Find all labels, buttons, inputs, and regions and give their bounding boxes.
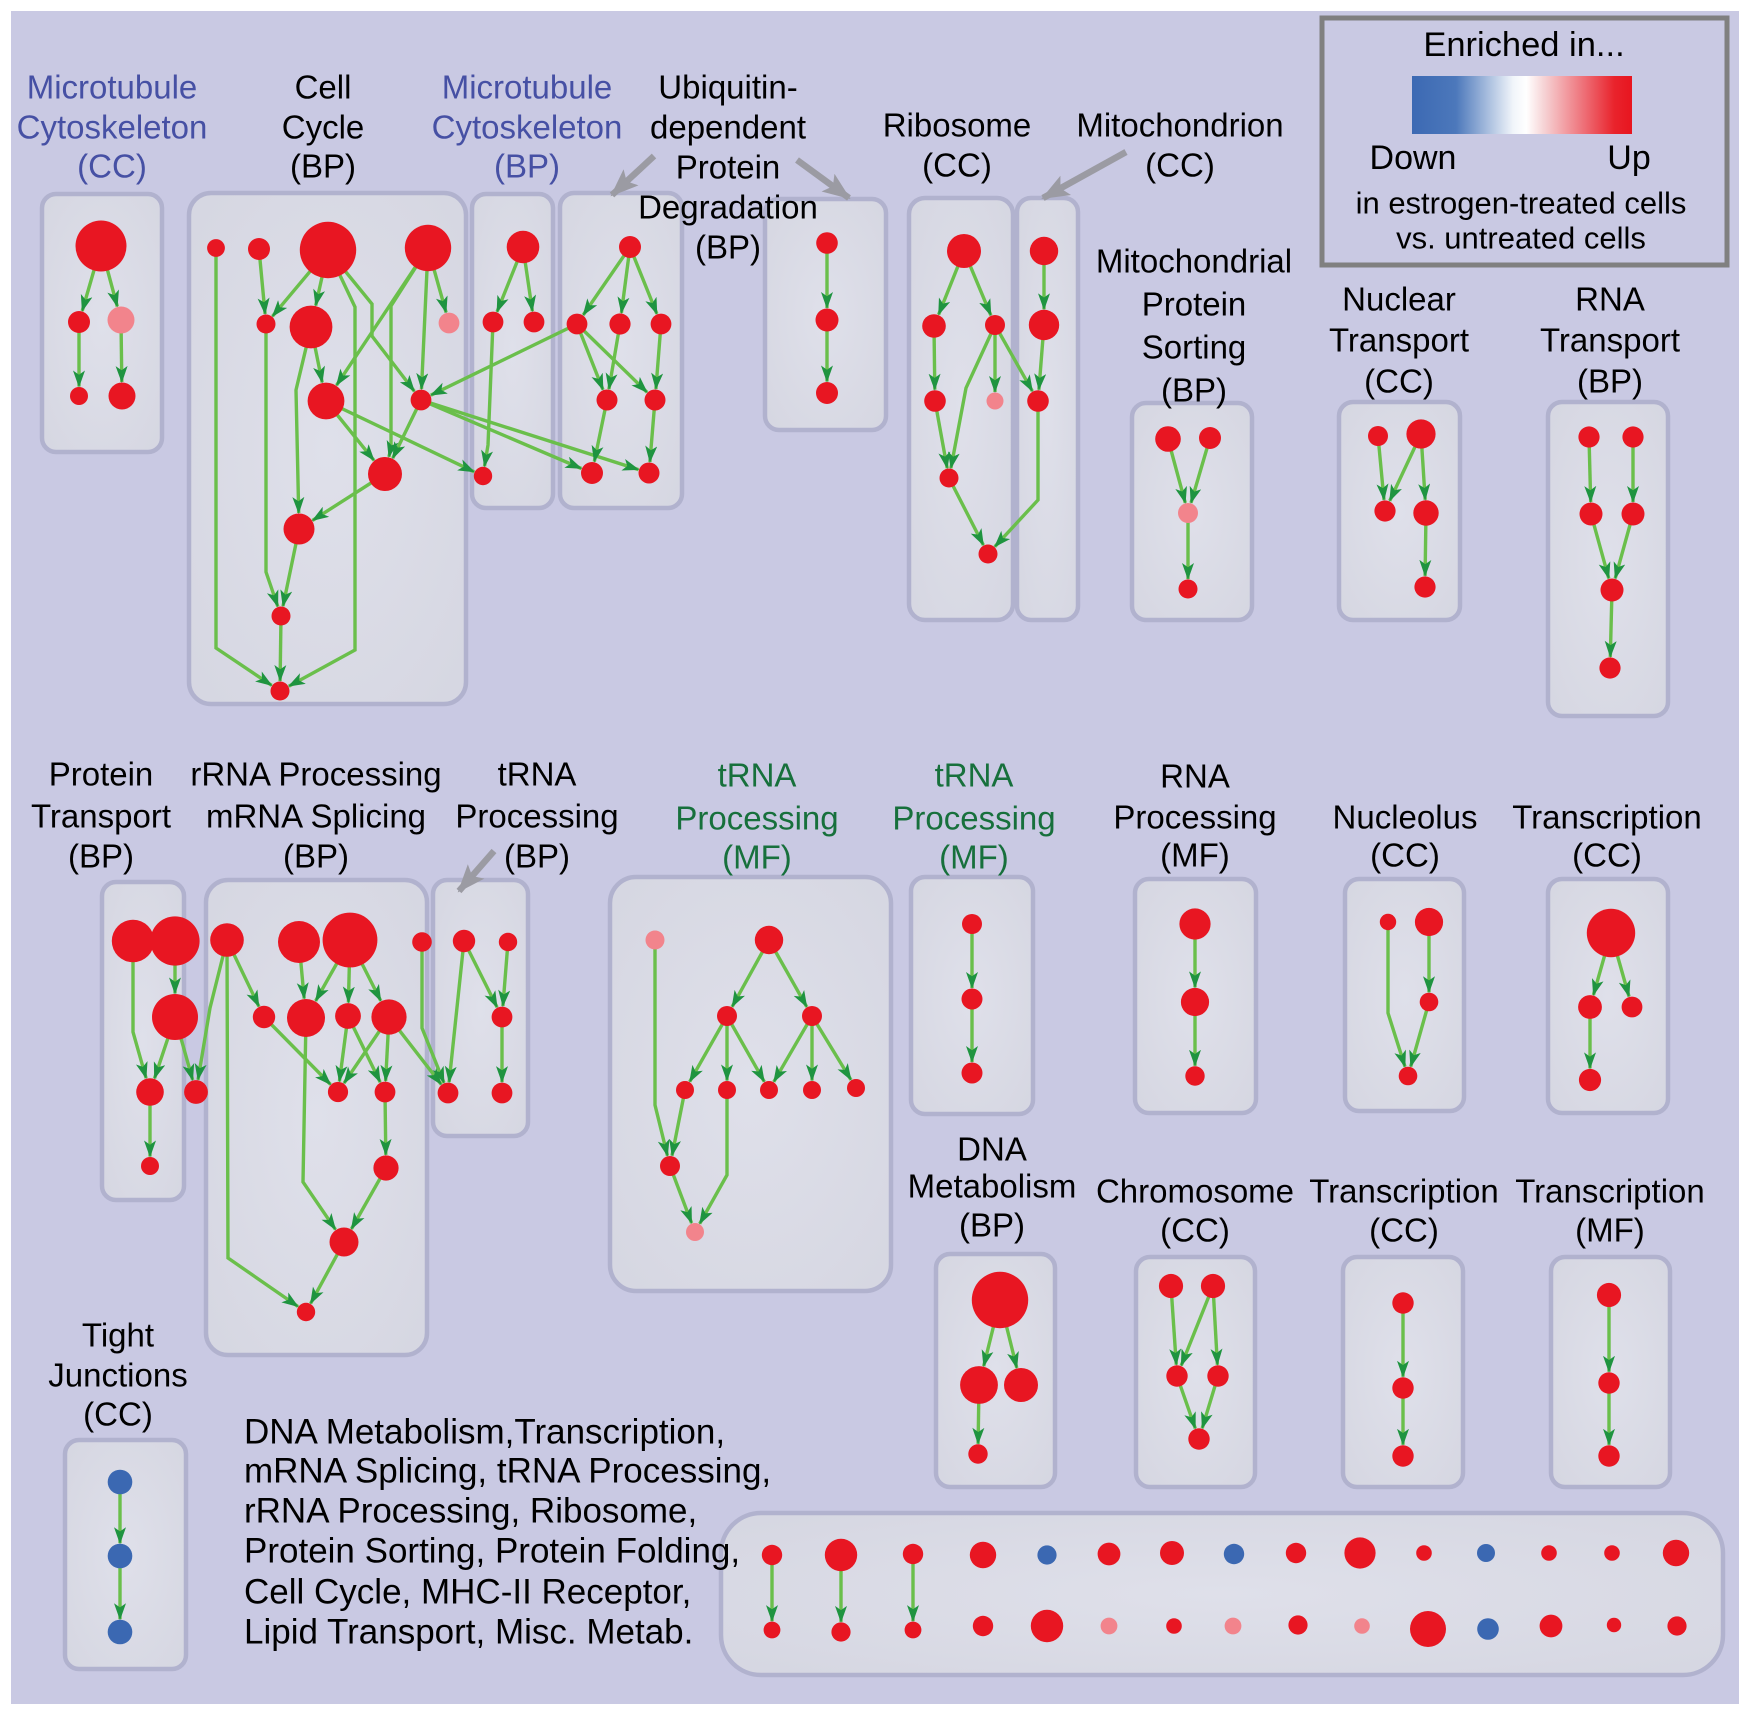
svg-text:Lipid Transport, Misc. Metab.: Lipid Transport, Misc. Metab. (244, 1613, 693, 1652)
svg-text:Transcription: Transcription (1309, 1173, 1499, 1210)
svg-text:Chromosome: Chromosome (1096, 1173, 1294, 1210)
svg-text:(CC): (CC) (1145, 147, 1215, 184)
svg-text:(CC): (CC) (1369, 1212, 1439, 1249)
svg-text:Transport: Transport (1329, 322, 1469, 359)
svg-text:(CC): (CC) (83, 1396, 153, 1433)
svg-text:Protein: Protein (1142, 286, 1247, 323)
svg-text:(MF): (MF) (1160, 837, 1230, 874)
svg-text:Cell: Cell (295, 69, 352, 106)
svg-text:mRNA Splicing, tRNA Processing: mRNA Splicing, tRNA Processing, (244, 1452, 771, 1491)
svg-text:(BP): (BP) (959, 1207, 1025, 1244)
svg-text:Metabolism: Metabolism (908, 1168, 1077, 1205)
svg-text:Processing: Processing (675, 800, 838, 837)
svg-text:Cycle: Cycle (282, 109, 365, 146)
svg-text:(CC): (CC) (1572, 837, 1642, 874)
svg-text:mRNA Splicing: mRNA Splicing (206, 798, 426, 835)
svg-text:(BP): (BP) (1161, 372, 1227, 409)
svg-text:Ribosome: Ribosome (883, 107, 1032, 144)
svg-text:(BP): (BP) (283, 838, 349, 875)
svg-text:Up: Up (1607, 139, 1650, 177)
svg-text:(MF): (MF) (722, 839, 792, 876)
svg-text:Microtubule: Microtubule (442, 69, 613, 106)
svg-text:(BP): (BP) (1577, 363, 1643, 400)
svg-text:RNA: RNA (1160, 758, 1230, 795)
svg-text:RNA: RNA (1575, 281, 1645, 318)
svg-text:(BP): (BP) (68, 838, 134, 875)
svg-text:Cytoskeleton: Cytoskeleton (17, 109, 208, 146)
svg-text:Cytoskeleton: Cytoskeleton (432, 109, 623, 146)
svg-text:Protein: Protein (676, 149, 781, 186)
svg-text:Transport: Transport (1540, 322, 1680, 359)
svg-text:dependent: dependent (650, 109, 806, 146)
svg-text:(BP): (BP) (504, 838, 570, 875)
svg-text:Mitochondrial: Mitochondrial (1096, 243, 1292, 280)
svg-text:(CC): (CC) (77, 148, 147, 185)
svg-text:(BP): (BP) (290, 148, 356, 185)
svg-text:in estrogen-treated cells: in estrogen-treated cells (1356, 186, 1687, 221)
svg-text:(MF): (MF) (939, 839, 1009, 876)
svg-text:Transport: Transport (31, 798, 171, 835)
svg-text:(BP): (BP) (494, 148, 560, 185)
svg-text:(CC): (CC) (922, 147, 992, 184)
svg-text:(BP): (BP) (695, 229, 761, 266)
svg-text:tRNA: tRNA (718, 757, 797, 794)
svg-text:(CC): (CC) (1160, 1212, 1230, 1249)
svg-text:Degradation: Degradation (638, 189, 818, 226)
svg-text:Protein: Protein (49, 756, 154, 793)
svg-text:Down: Down (1370, 139, 1457, 177)
svg-text:Transcription: Transcription (1515, 1173, 1705, 1210)
svg-text:Enriched in...: Enriched in... (1423, 26, 1624, 64)
svg-text:(CC): (CC) (1370, 837, 1440, 874)
svg-text:Microtubule: Microtubule (27, 69, 198, 106)
svg-text:rRNA Processing, Ribosome,: rRNA Processing, Ribosome, (244, 1492, 697, 1531)
svg-text:Mitochondrion: Mitochondrion (1076, 107, 1283, 144)
svg-text:Ubiquitin-: Ubiquitin- (658, 69, 797, 106)
svg-text:Processing: Processing (1113, 799, 1276, 836)
svg-text:tRNA: tRNA (935, 757, 1014, 794)
svg-text:DNA: DNA (957, 1131, 1027, 1168)
svg-text:vs. untreated cells: vs. untreated cells (1396, 221, 1646, 256)
svg-text:rRNA Processing: rRNA Processing (190, 756, 441, 793)
svg-text:Sorting: Sorting (1142, 329, 1247, 366)
svg-text:Processing: Processing (455, 798, 618, 835)
svg-text:Transcription: Transcription (1512, 799, 1702, 836)
svg-text:Protein Sorting, Protein Foldi: Protein Sorting, Protein Folding, (244, 1532, 740, 1571)
svg-text:DNA Metabolism,Transcription,: DNA Metabolism,Transcription, (244, 1413, 725, 1452)
svg-text:tRNA: tRNA (498, 756, 577, 793)
svg-text:Processing: Processing (892, 800, 1055, 837)
svg-text:Junctions: Junctions (48, 1357, 187, 1394)
svg-text:Cell Cycle, MHC-II Receptor,: Cell Cycle, MHC-II Receptor, (244, 1573, 691, 1612)
svg-text:Tight: Tight (82, 1317, 154, 1354)
svg-text:Nuclear: Nuclear (1342, 281, 1456, 318)
svg-text:Nucleolus: Nucleolus (1333, 799, 1478, 836)
svg-text:(MF): (MF) (1575, 1212, 1645, 1249)
svg-text:(CC): (CC) (1364, 363, 1434, 400)
